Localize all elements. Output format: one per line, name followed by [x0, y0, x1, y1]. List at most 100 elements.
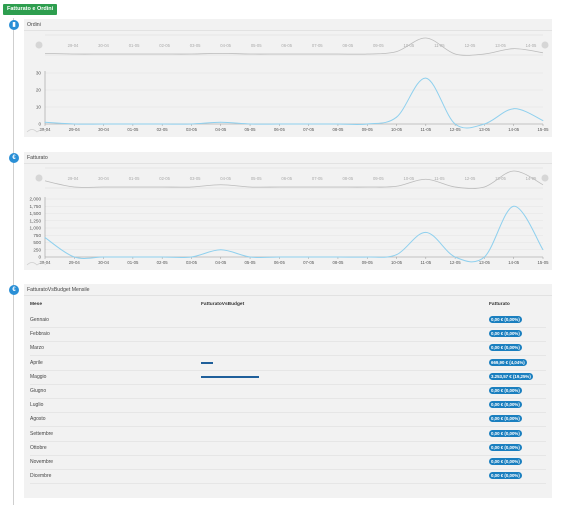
navigator-tick-label: 08-05	[342, 43, 353, 48]
x-tick-label: 06-05	[274, 260, 286, 265]
data-point	[278, 256, 280, 258]
navigator-tick-label: 02-05	[159, 43, 170, 48]
revenue-panel-title: Fatturato	[27, 155, 48, 161]
navigator-tick-label: 10-05	[404, 176, 415, 181]
table-row: Novembre 0,00 € (0,00%)	[30, 456, 546, 470]
x-tick-label: 01-05	[127, 127, 139, 132]
y-tick-label: 2,000	[30, 197, 42, 202]
revenue-badge: 0,00 € (0,00%)	[489, 316, 522, 323]
data-point	[484, 256, 485, 258]
navigator-tick-label: 13-05	[495, 176, 506, 181]
orders-chart: 29-04 30-04 01-05 02-05 03-05 04-05 05-05 06-05…	[26, 34, 549, 133]
data-point	[337, 123, 339, 125]
navigator-tick-label: 01-05	[129, 43, 140, 48]
table-row: Maggio 3.253,57 € (19,25%)	[30, 371, 546, 385]
y-tick-label: 1,750	[30, 204, 42, 209]
table-row: Aprile 669,90 € (4,04%)	[30, 357, 546, 371]
navigator-tick-label: 07-05	[312, 176, 323, 181]
data-point	[220, 249, 222, 251]
x-tick-label: 30-04	[98, 127, 110, 132]
month-label: Febbraio	[30, 331, 50, 338]
navigator-tick-label: 29-04	[68, 176, 79, 181]
data-point	[454, 123, 456, 125]
revenue-badge: 0,00 € (0,00%)	[489, 344, 522, 352]
month-label: Novembre	[30, 459, 54, 465]
month-label: Marzo	[30, 345, 44, 352]
revenue-badge: 3.253,57 € (19,25%)	[489, 372, 533, 380]
y-tick-label: 250	[33, 247, 41, 252]
revenue-badge: 0,00 € (0,00%)	[489, 387, 522, 394]
x-tick-label: 08-05	[332, 127, 344, 132]
navigator-tick-label: 05-05	[251, 176, 262, 181]
y-tick-label: 1,000	[30, 226, 42, 231]
budget-progress-bar	[201, 361, 214, 364]
x-tick-label: 12-05	[450, 127, 462, 132]
data-point	[73, 256, 75, 258]
x-tick-label: 03-05	[186, 260, 198, 265]
navigator-tick-label: 13-05	[495, 43, 506, 48]
data-point	[513, 205, 515, 207]
month-label: Gennaio	[30, 317, 49, 323]
table-row: Luglio 0,00 € (0,00%)	[30, 399, 546, 414]
data-point	[44, 121, 46, 123]
timeline-line	[13, 18, 14, 505]
data-point	[366, 123, 368, 125]
x-tick-label: 13-05	[479, 127, 491, 132]
x-tick-label: 01-05	[127, 260, 139, 265]
data-point	[161, 123, 163, 125]
table-row: Settembre 0,00 € (0,00%)	[30, 428, 546, 442]
data-point	[308, 256, 310, 258]
revenue-badge: 0,00 € (0,00%)	[489, 415, 522, 423]
panel-divider	[24, 163, 552, 164]
x-tick-label: 09-05	[362, 260, 374, 265]
budget-progress-bar	[201, 375, 259, 378]
scroll-hint-icon	[26, 262, 47, 266]
budget-panel: FatturatoVsBudget Mensile Mese Fatturato…	[24, 284, 552, 498]
budget-panel-title: FatturatoVsBudget Mensile	[27, 287, 90, 293]
data-point	[425, 231, 427, 233]
navigator-tick-label: 01-05	[129, 176, 140, 181]
revenue-panel: Fatturato 29-04 30-04 01-05 02-05 03-05 04-05…	[24, 152, 552, 270]
navigator-right-handle	[541, 174, 549, 182]
series-line	[44, 77, 544, 129]
navigator-tick-label: 04-05	[220, 176, 231, 181]
data-point	[396, 254, 397, 256]
euro-icon: €	[9, 285, 19, 295]
revenue-chart: 29-04 30-04 01-05 02-05 03-05 04-05 05-05 06-05…	[26, 167, 549, 266]
navigator-tick-label: 08-05	[342, 176, 353, 181]
revenue-badge: 669,90 € (4,04%)	[489, 358, 527, 366]
data-point	[191, 123, 192, 125]
x-tick-label: 05-05	[245, 260, 257, 265]
x-tick-label: 03-05	[186, 127, 198, 132]
x-tick-label: 07-05	[303, 260, 315, 265]
data-point	[132, 123, 134, 125]
x-tick-label: 14-05	[508, 260, 520, 265]
month-label: Dicembre	[30, 473, 52, 480]
revenue-badge: 0,00 € (0,00%)	[489, 429, 522, 437]
navigator-tick-label: 29-04	[68, 43, 79, 48]
navigator-tick-label: 14-05	[526, 176, 537, 181]
data-point	[191, 256, 192, 258]
table-row: Ottobre 0,00 € (0,00%)	[30, 442, 546, 456]
x-tick-label: 11-05	[420, 127, 431, 132]
data-point	[484, 123, 485, 125]
page-header-badge: Fatturato e Ordini	[3, 4, 58, 15]
x-tick-label: 12-05	[450, 260, 462, 265]
month-label: Agosto	[30, 416, 46, 423]
data-point	[103, 123, 104, 125]
data-point	[103, 256, 104, 258]
navigator-tick-label: 12-05	[465, 43, 476, 48]
revenue-badge: 0,00 € (0,00%)	[489, 401, 522, 409]
data-point	[220, 121, 222, 123]
column-header-month: Mese	[30, 302, 42, 307]
y-tick-label: 500	[33, 240, 41, 245]
month-label: Maggio	[30, 373, 47, 380]
table-row: Gennaio 0,00 € (0,00%)	[30, 314, 546, 328]
month-label: Settembre	[30, 430, 54, 437]
navigator-tick-label: 03-05	[190, 43, 201, 48]
orders-panel-title: Ordini	[27, 22, 41, 28]
series-line	[44, 205, 544, 263]
data-point	[161, 256, 163, 258]
y-tick-label: 1,500	[30, 211, 42, 216]
y-tick-label: 0	[38, 255, 41, 260]
